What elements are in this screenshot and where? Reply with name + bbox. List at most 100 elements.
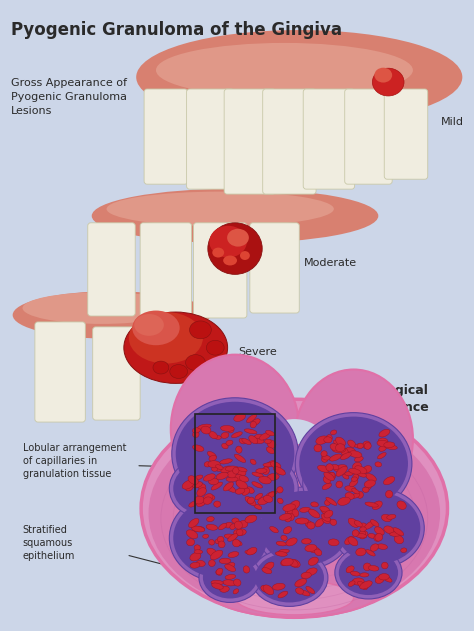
Ellipse shape — [212, 583, 223, 589]
Ellipse shape — [215, 539, 221, 544]
Ellipse shape — [337, 497, 350, 505]
Ellipse shape — [245, 497, 256, 505]
Ellipse shape — [360, 573, 369, 577]
FancyBboxPatch shape — [144, 89, 188, 184]
Ellipse shape — [355, 456, 363, 462]
Ellipse shape — [250, 422, 256, 428]
Ellipse shape — [374, 68, 392, 83]
Ellipse shape — [206, 495, 215, 500]
Ellipse shape — [259, 476, 271, 484]
Ellipse shape — [92, 189, 378, 243]
FancyBboxPatch shape — [250, 223, 299, 313]
Ellipse shape — [225, 459, 294, 518]
Ellipse shape — [335, 445, 342, 450]
Text: Stratified
squamous
epithelium: Stratified squamous epithelium — [23, 525, 75, 561]
Ellipse shape — [273, 466, 285, 475]
Ellipse shape — [214, 501, 221, 507]
Ellipse shape — [209, 478, 219, 485]
Ellipse shape — [266, 430, 274, 436]
Ellipse shape — [359, 531, 368, 539]
Ellipse shape — [254, 439, 264, 444]
Ellipse shape — [236, 480, 247, 489]
Ellipse shape — [209, 560, 215, 567]
Ellipse shape — [234, 529, 246, 536]
Ellipse shape — [245, 515, 257, 523]
Ellipse shape — [363, 441, 371, 449]
Ellipse shape — [363, 466, 372, 473]
Ellipse shape — [390, 532, 402, 536]
Ellipse shape — [295, 413, 412, 515]
Ellipse shape — [255, 493, 263, 500]
Ellipse shape — [339, 550, 398, 595]
Ellipse shape — [277, 498, 283, 504]
Ellipse shape — [235, 488, 245, 494]
Ellipse shape — [192, 445, 204, 451]
Ellipse shape — [260, 491, 349, 565]
Ellipse shape — [198, 424, 211, 429]
FancyBboxPatch shape — [88, 223, 135, 316]
Ellipse shape — [294, 370, 413, 509]
Ellipse shape — [355, 533, 367, 538]
Ellipse shape — [235, 454, 246, 463]
Ellipse shape — [378, 438, 388, 445]
Ellipse shape — [124, 312, 228, 384]
Ellipse shape — [351, 477, 357, 481]
Ellipse shape — [279, 514, 292, 520]
Ellipse shape — [357, 443, 364, 449]
Ellipse shape — [243, 566, 250, 573]
Ellipse shape — [370, 544, 379, 551]
Ellipse shape — [321, 454, 328, 463]
Ellipse shape — [221, 432, 229, 439]
Ellipse shape — [332, 446, 346, 453]
Text: Pyogenic Granuloma of the Gingiva: Pyogenic Granuloma of the Gingiva — [11, 21, 342, 38]
Ellipse shape — [357, 472, 366, 477]
Ellipse shape — [209, 540, 215, 545]
Ellipse shape — [197, 488, 206, 497]
Ellipse shape — [382, 514, 392, 522]
Ellipse shape — [365, 502, 378, 507]
Ellipse shape — [169, 495, 271, 582]
Ellipse shape — [270, 462, 281, 468]
Ellipse shape — [222, 444, 228, 449]
Ellipse shape — [206, 524, 218, 530]
Ellipse shape — [348, 468, 361, 474]
Ellipse shape — [347, 440, 356, 447]
Ellipse shape — [382, 575, 392, 582]
Ellipse shape — [194, 496, 204, 504]
Ellipse shape — [270, 526, 278, 533]
Ellipse shape — [336, 444, 345, 452]
Ellipse shape — [169, 460, 232, 517]
Ellipse shape — [264, 461, 275, 468]
Ellipse shape — [353, 474, 359, 480]
Ellipse shape — [224, 534, 237, 539]
Ellipse shape — [219, 558, 231, 563]
Ellipse shape — [236, 446, 242, 453]
Ellipse shape — [324, 473, 334, 481]
Ellipse shape — [228, 427, 234, 433]
Ellipse shape — [134, 314, 164, 336]
Ellipse shape — [189, 519, 199, 528]
Ellipse shape — [281, 535, 287, 541]
Ellipse shape — [385, 490, 393, 498]
Ellipse shape — [350, 571, 360, 576]
Ellipse shape — [303, 451, 375, 516]
Ellipse shape — [221, 455, 298, 522]
Ellipse shape — [364, 485, 372, 491]
FancyBboxPatch shape — [224, 89, 275, 194]
Ellipse shape — [262, 467, 269, 475]
Ellipse shape — [336, 466, 347, 476]
Ellipse shape — [310, 548, 319, 553]
Ellipse shape — [255, 553, 324, 603]
Ellipse shape — [299, 416, 408, 510]
Ellipse shape — [330, 430, 337, 435]
FancyBboxPatch shape — [263, 89, 316, 194]
Ellipse shape — [203, 497, 212, 504]
Ellipse shape — [228, 471, 236, 478]
Ellipse shape — [227, 229, 249, 247]
Ellipse shape — [244, 429, 257, 433]
Ellipse shape — [192, 428, 201, 433]
Ellipse shape — [377, 544, 387, 550]
Text: Gross Appearance of
Pyogenic Granuloma
Lesions: Gross Appearance of Pyogenic Granuloma L… — [11, 78, 127, 116]
Ellipse shape — [375, 533, 383, 541]
Ellipse shape — [220, 586, 229, 593]
